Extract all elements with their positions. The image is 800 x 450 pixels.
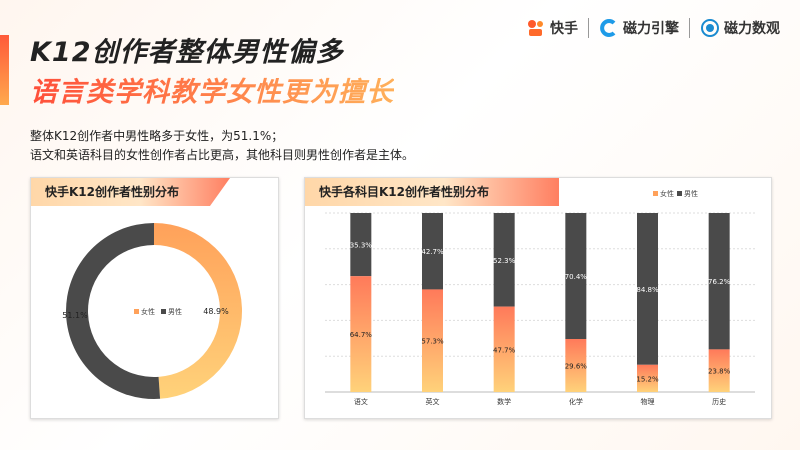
cili-engine-icon bbox=[600, 19, 616, 37]
bar-label-female: 64.7% bbox=[350, 331, 373, 339]
bar-label-male: 42.7% bbox=[421, 248, 444, 256]
bar-label-female: 57.3% bbox=[421, 338, 444, 346]
x-tick-label: 物理 bbox=[641, 397, 655, 406]
cili-shuguan-logo: 磁力数观 bbox=[700, 18, 780, 38]
bar-female-数学 bbox=[493, 306, 515, 392]
bar-female-化学 bbox=[565, 339, 587, 392]
bar-label-male: 76.2% bbox=[708, 278, 731, 286]
donut-slice-female bbox=[154, 223, 243, 399]
x-tick-label: 数学 bbox=[497, 397, 511, 406]
donut-label-female: 48.9% bbox=[203, 307, 229, 316]
donut-label-male: 51.1% bbox=[62, 311, 88, 320]
bar-label-male: 35.3% bbox=[350, 242, 373, 250]
bar-male-物理 bbox=[637, 213, 658, 365]
bar-legend-swatch-male bbox=[677, 191, 682, 196]
bar-male-历史 bbox=[708, 213, 730, 350]
bar-female-物理 bbox=[637, 364, 658, 392]
bar-label-male: 52.3% bbox=[493, 257, 516, 265]
kuaishou-logo-text: 快手 bbox=[550, 21, 578, 37]
bar-label-female: 47.7% bbox=[493, 346, 516, 354]
kuaishou-icon bbox=[528, 20, 543, 36]
legend-swatch-female bbox=[134, 309, 139, 314]
cili-shuguan-logo-text: 磁力数观 bbox=[724, 21, 780, 37]
bar-label-male: 70.4% bbox=[565, 273, 588, 281]
kuaishou-logo: 快手 bbox=[526, 18, 578, 38]
bar-legend-female: 女性 bbox=[660, 189, 674, 198]
bar-female-英文 bbox=[422, 289, 443, 392]
donut-slice-male bbox=[66, 223, 161, 399]
x-tick-label: 历史 bbox=[712, 397, 726, 406]
cili-shuguan-icon bbox=[701, 19, 719, 37]
cili-engine-logo-text: 磁力引擎 bbox=[623, 21, 679, 37]
donut-legend-male: 男性 bbox=[168, 307, 182, 316]
page-subtitle: 语言类学科教学女性更为擅长 bbox=[30, 70, 394, 109]
bar-female-历史 bbox=[708, 349, 730, 392]
page-title: K12创作者整体男性偏多 bbox=[30, 37, 344, 68]
stacked-bar-chart: 女性 男性 35.3% 64.7% 语文 42.7% 57.3% 英文 52.3% 47.7%… bbox=[325, 189, 755, 406]
donut-legend-female: 女性 bbox=[141, 307, 155, 316]
description-line-2: 语文和英语科目的女性创作者占比更高，其他科目则男性创作者是主体。 bbox=[30, 148, 415, 162]
cili-engine-logo: 磁力引擎 bbox=[599, 18, 679, 38]
bar-label-male: 84.8% bbox=[636, 286, 659, 294]
bar-male-英文 bbox=[422, 213, 443, 290]
bar-male-化学 bbox=[565, 213, 587, 340]
bar-legend-male: 男性 bbox=[684, 189, 698, 198]
logo-divider bbox=[689, 18, 690, 38]
logo-divider bbox=[588, 18, 589, 38]
x-tick-label: 语文 bbox=[354, 397, 368, 406]
bar-male-语文 bbox=[350, 213, 372, 277]
bar-card: 快手各科目K12创作者性别分布 女性 男性 35.3% 64.7% 语文 42.7% 5… bbox=[304, 177, 772, 419]
x-tick-label: 化学 bbox=[569, 397, 583, 406]
bar-card-title: 快手各科目K12创作者性别分布 bbox=[305, 178, 559, 206]
bar-label-female: 29.6% bbox=[565, 363, 588, 371]
donut-card: 快手K12创作者性别分布 48.9% 51.1% 女性 男性 bbox=[30, 177, 279, 419]
brand-logos: 快手 磁力引擎 磁力数观 bbox=[526, 18, 780, 38]
bar-legend-swatch-female bbox=[653, 191, 658, 196]
donut-card-title: 快手K12创作者性别分布 bbox=[31, 178, 230, 206]
bar-male-数学 bbox=[493, 213, 515, 307]
bar-female-语文 bbox=[350, 276, 372, 392]
x-tick-label: 英文 bbox=[426, 397, 440, 406]
bar-label-female: 15.2% bbox=[636, 375, 659, 383]
description-line-1: 整体K12创作者中男性略多于女性，为51.1%； bbox=[30, 129, 284, 143]
bar-label-female: 23.8% bbox=[708, 368, 731, 376]
description: 整体K12创作者中男性略多于女性，为51.1%； 语文和英语科目的女性创作者占比… bbox=[30, 127, 414, 165]
legend-swatch-male bbox=[161, 309, 166, 314]
accent-bar bbox=[0, 35, 9, 105]
donut-chart: 48.9% 51.1% 女性 男性 bbox=[62, 223, 243, 399]
